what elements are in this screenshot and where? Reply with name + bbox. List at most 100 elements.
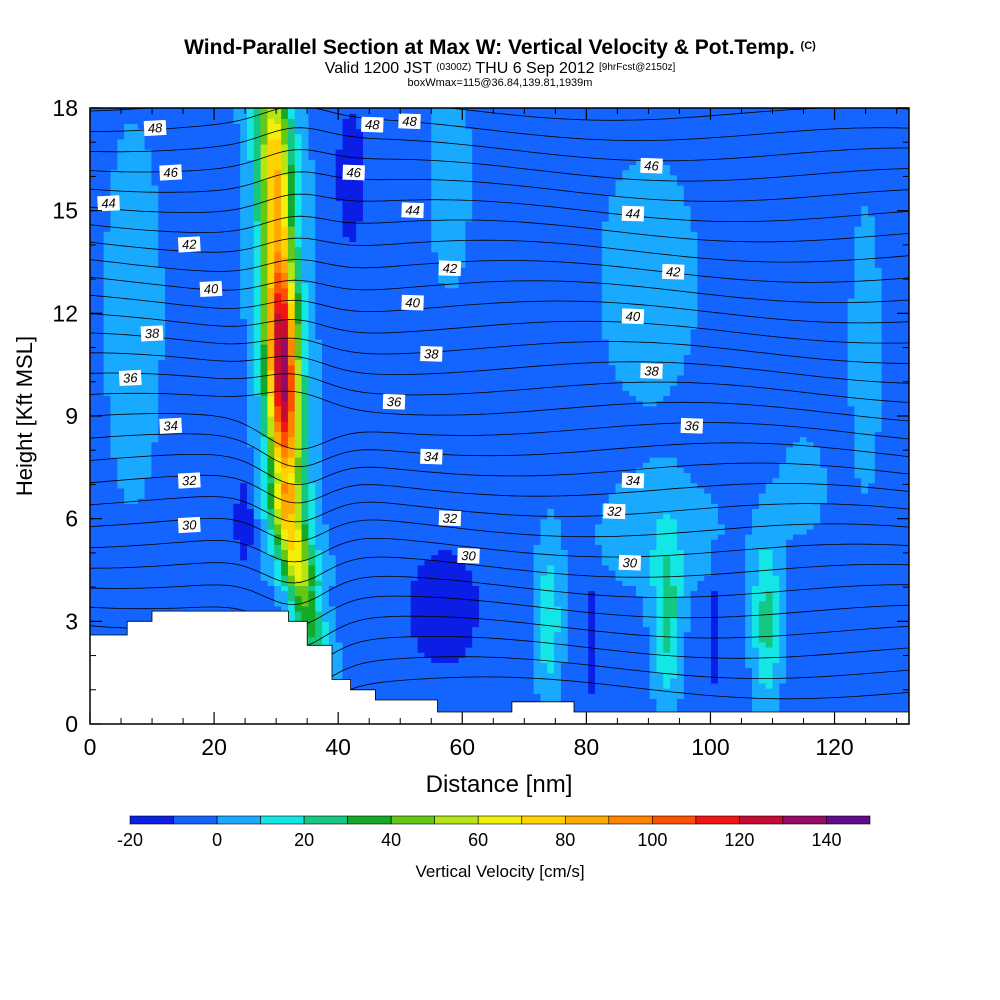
velocity-cell <box>335 272 344 278</box>
velocity-cell <box>342 318 350 325</box>
velocity-cell <box>335 390 344 397</box>
velocity-cell <box>110 174 118 181</box>
velocity-cell <box>328 641 337 648</box>
velocity-cell <box>287 400 296 407</box>
velocity-cell <box>137 226 146 232</box>
velocity-cell <box>308 641 316 648</box>
velocity-cell <box>103 400 112 407</box>
velocity-cell <box>130 539 139 545</box>
velocity-cell <box>253 267 262 273</box>
velocity-cell <box>246 200 255 207</box>
velocity-cell <box>342 662 350 669</box>
velocity-cell <box>349 416 357 422</box>
velocity-cell <box>178 133 187 140</box>
velocity-cell <box>287 241 296 248</box>
velocity-cell <box>356 374 364 381</box>
velocity-cell <box>294 190 303 196</box>
velocity-cell <box>246 400 255 407</box>
velocity-cell <box>90 354 98 361</box>
velocity-cell <box>192 195 200 201</box>
velocity-cell <box>274 349 282 355</box>
velocity-cell <box>363 251 371 258</box>
velocity-cell <box>130 138 139 145</box>
velocity-cell <box>301 441 309 448</box>
velocity-cell <box>212 344 221 350</box>
velocity-cell <box>165 113 173 119</box>
velocity-cell <box>151 282 159 289</box>
velocity-cell <box>308 559 316 566</box>
velocity-cell <box>233 570 241 576</box>
velocity-cell <box>287 539 296 545</box>
velocity-cell <box>130 143 139 150</box>
velocity-cell <box>328 472 337 479</box>
velocity-cell <box>206 446 214 453</box>
velocity-cell <box>206 179 214 186</box>
velocity-cell <box>328 667 337 674</box>
velocity-cell <box>253 108 262 114</box>
velocity-cell <box>233 287 241 294</box>
velocity-cell <box>267 246 275 253</box>
velocity-cell <box>356 611 364 617</box>
velocity-cell <box>103 395 112 402</box>
velocity-cell <box>192 503 200 509</box>
velocity-cell <box>117 467 125 474</box>
velocity-cell <box>294 369 303 376</box>
velocity-cell <box>287 416 296 422</box>
velocity-cell <box>260 503 269 509</box>
velocity-cell <box>363 564 371 571</box>
velocity-cell <box>206 380 214 386</box>
velocity-cell <box>363 549 371 556</box>
velocity-cell <box>267 308 275 314</box>
velocity-cell <box>117 205 125 212</box>
velocity-cell <box>315 564 323 571</box>
velocity-cell <box>301 575 309 581</box>
velocity-cell <box>260 303 269 309</box>
velocity-cell <box>246 605 255 612</box>
utc-time: (0300Z) <box>436 62 472 73</box>
velocity-cell <box>130 616 139 622</box>
velocity-cell <box>185 349 193 355</box>
velocity-cell <box>144 590 153 597</box>
velocity-cell <box>274 159 282 166</box>
velocity-cell <box>192 554 200 561</box>
velocity-cell <box>212 369 221 376</box>
velocity-cell <box>226 482 234 489</box>
velocity-cell <box>110 493 118 499</box>
velocity-cell <box>178 220 187 227</box>
velocity-cell <box>96 308 105 314</box>
velocity-cell <box>219 272 228 278</box>
velocity-cell <box>137 395 146 402</box>
velocity-cell <box>233 508 241 515</box>
velocity-cell <box>328 570 337 576</box>
velocity-cell <box>308 441 316 448</box>
velocity-cell <box>171 528 180 535</box>
velocity-cell <box>356 395 364 402</box>
velocity-cell <box>130 282 139 289</box>
velocity-cell <box>294 241 303 248</box>
chart-title-text: Wind-Parallel Section at Max W: Vertical… <box>184 36 795 59</box>
velocity-cell <box>103 267 112 273</box>
velocity-cell <box>117 220 125 227</box>
velocity-cell <box>335 195 344 201</box>
velocity-cell <box>294 323 303 330</box>
velocity-cell <box>185 385 193 391</box>
velocity-cell <box>240 503 248 509</box>
velocity-cell <box>124 318 132 325</box>
velocity-cell <box>165 462 173 468</box>
velocity-cell <box>233 277 241 284</box>
velocity-cell <box>219 185 228 191</box>
velocity-cell <box>103 539 112 545</box>
velocity-cell <box>178 277 187 284</box>
velocity-cell <box>274 446 282 453</box>
velocity-cell <box>246 431 255 438</box>
velocity-cell <box>171 108 180 114</box>
velocity-cell <box>206 215 214 222</box>
velocity-cell <box>260 323 269 330</box>
velocity-cell <box>260 108 269 114</box>
velocity-cell <box>301 477 309 484</box>
velocity-cell <box>281 169 289 176</box>
velocity-cell <box>124 333 132 340</box>
velocity-cell <box>165 487 173 494</box>
velocity-cell <box>171 138 180 145</box>
velocity-cell <box>144 308 153 314</box>
